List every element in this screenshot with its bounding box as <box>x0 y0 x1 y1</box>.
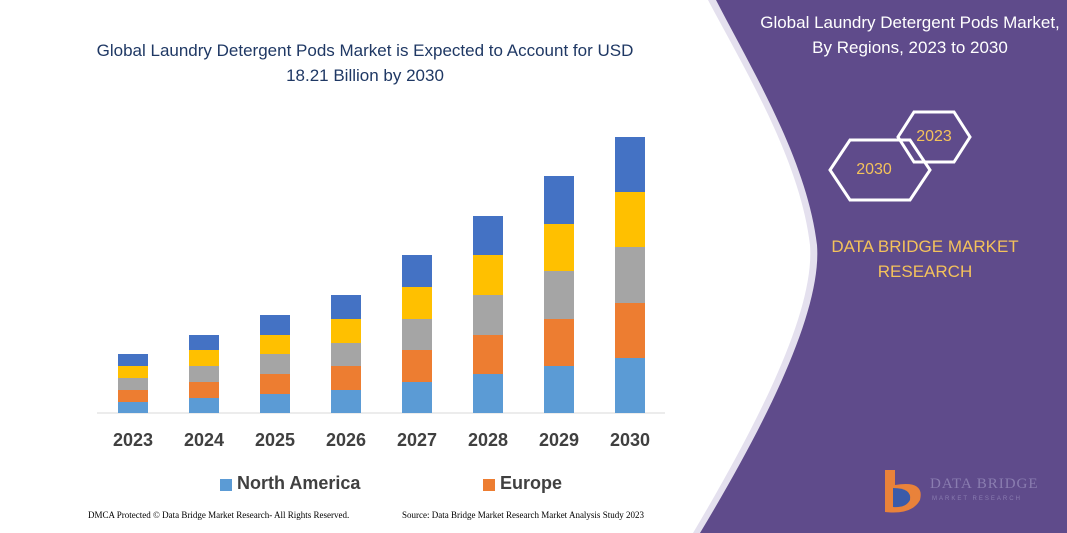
hexagon-label: 2030 <box>856 161 892 178</box>
x-tick-label: 2028 <box>467 430 509 450</box>
bar-segment <box>189 335 219 350</box>
footer-left: DMCA Protected © Data Bridge Market Rese… <box>88 510 350 520</box>
legend-label: Europe <box>500 473 563 493</box>
bar-segment <box>260 394 290 413</box>
bar-segment <box>473 374 503 413</box>
bar-segment <box>615 192 645 247</box>
bar-segment <box>260 354 290 374</box>
bar-segment <box>118 390 148 402</box>
x-tick-label: 2023 <box>112 430 154 450</box>
bar-segment <box>615 358 645 413</box>
bar-segment <box>402 255 432 287</box>
brand: DATA BRIDGE MARKET RESEARCH <box>831 237 1019 281</box>
logo-text: DATA BRIDGE <box>930 476 1039 492</box>
bar-segment <box>402 287 432 319</box>
hexagon <box>828 138 932 202</box>
bar-segment <box>118 354 148 366</box>
bar-segment <box>118 378 148 390</box>
bar-segment <box>544 319 574 366</box>
legend-swatch <box>483 479 495 491</box>
bar-segment <box>118 366 148 378</box>
bar-segment <box>544 271 574 319</box>
bar-segment <box>473 295 503 335</box>
bar-segment <box>331 343 361 366</box>
bar-segment <box>260 335 290 354</box>
bar-segment <box>260 374 290 394</box>
x-tick-label: 2029 <box>538 430 580 450</box>
bar-segment <box>473 255 503 295</box>
hexagon-label: 2023 <box>916 128 952 145</box>
bar-segment <box>402 350 432 382</box>
x-tick-label: 2030 <box>609 430 651 450</box>
bar-segment <box>189 350 219 366</box>
bar-segment <box>189 398 219 413</box>
bar-segment <box>118 402 148 413</box>
x-tick-label: 2027 <box>396 430 438 450</box>
bar-segment <box>473 335 503 374</box>
logo-icon <box>893 488 911 508</box>
side-panel <box>700 0 1067 533</box>
x-tick-label: 2025 <box>254 430 296 450</box>
bar-segment <box>544 176 574 224</box>
bar-segment <box>331 295 361 319</box>
bar-segment <box>473 216 503 255</box>
logo-text: MARKET RESEARCH <box>932 496 1022 502</box>
x-tick-label: 2024 <box>183 430 225 450</box>
bar-segment <box>189 366 219 382</box>
bar-segment <box>402 319 432 350</box>
bar-segment <box>331 390 361 413</box>
panel-title: Global Laundry Detergent Pods Market, By… <box>760 13 1060 57</box>
bar-segment <box>331 319 361 343</box>
chart-title: Global Laundry Detergent Pods Market is … <box>96 41 634 85</box>
bar-segment <box>615 303 645 358</box>
bar-segment <box>260 315 290 335</box>
bar-segment <box>544 366 574 413</box>
bar-segment <box>331 366 361 390</box>
bar-segment <box>615 137 645 192</box>
bar-segment <box>402 382 432 413</box>
footer-right: Source: Data Bridge Market Research Mark… <box>402 510 644 520</box>
bar-segment <box>189 382 219 398</box>
bar-segment <box>544 224 574 271</box>
bar-segment <box>615 247 645 303</box>
legend-label: North America <box>237 473 361 493</box>
bars <box>118 137 645 413</box>
legend-swatch <box>220 479 232 491</box>
hexagon <box>896 110 972 164</box>
x-tick-label: 2026 <box>325 430 367 450</box>
